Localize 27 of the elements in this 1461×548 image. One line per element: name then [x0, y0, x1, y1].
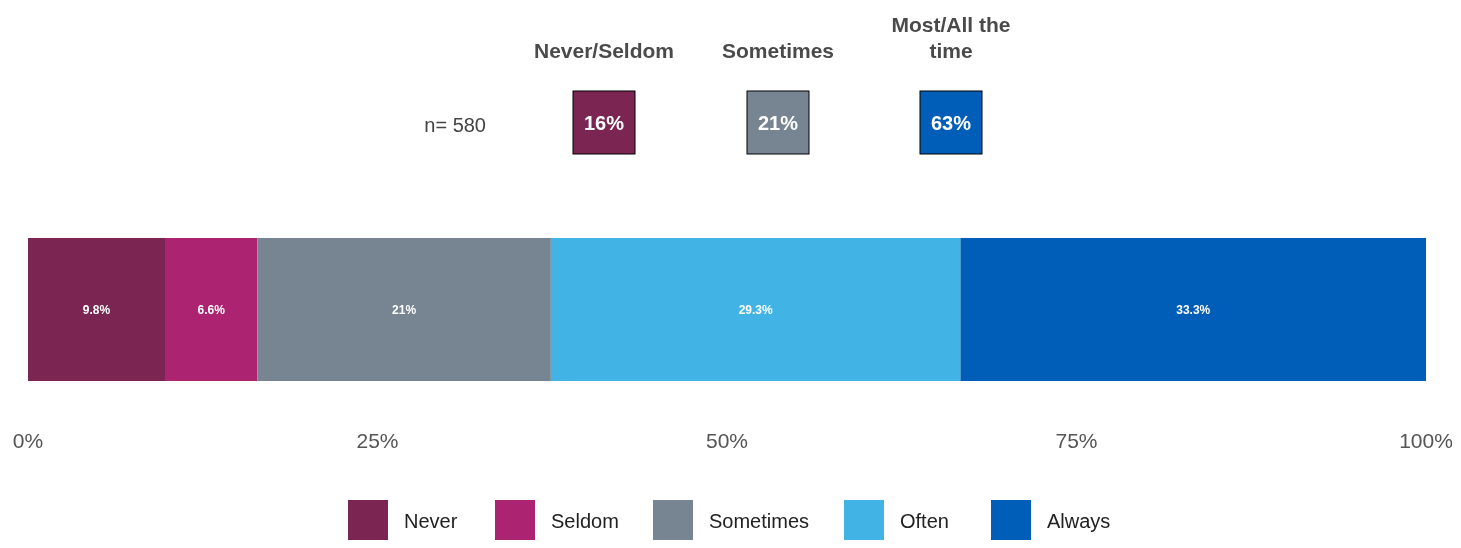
x-tick-label: 25% — [356, 429, 399, 452]
bar — [550, 238, 961, 381]
x-tick-label: 50% — [705, 429, 749, 452]
text: 16% — [583, 112, 625, 134]
text: Sometimes — [721, 39, 835, 62]
legend-label: Sometimes — [709, 510, 810, 532]
text: Never/Seldom — [533, 39, 675, 62]
x-tick-label: 100% — [1399, 429, 1453, 452]
bar — [960, 238, 1426, 381]
legend-label: Seldom — [551, 510, 619, 532]
x-tick-label: 0% — [12, 429, 44, 452]
bar — [257, 238, 551, 381]
data-label: 9.8% — [82, 302, 111, 317]
text: n= 580 — [424, 114, 486, 136]
legend-label: Always — [1047, 510, 1111, 532]
text: Most/All the time — [891, 13, 1011, 62]
legend-label: Never — [404, 510, 458, 532]
x-tick-label: 75% — [1055, 429, 1098, 452]
text: 63% — [930, 112, 972, 134]
legend-label: Often — [900, 510, 949, 532]
data-label: 33.3% — [1176, 302, 1211, 317]
text: 21% — [757, 112, 799, 134]
data-label: 21% — [392, 302, 417, 317]
data-label: 29.3% — [738, 302, 773, 317]
bar — [28, 238, 165, 381]
bar — [165, 238, 258, 381]
data-label: 6.6% — [197, 302, 226, 317]
